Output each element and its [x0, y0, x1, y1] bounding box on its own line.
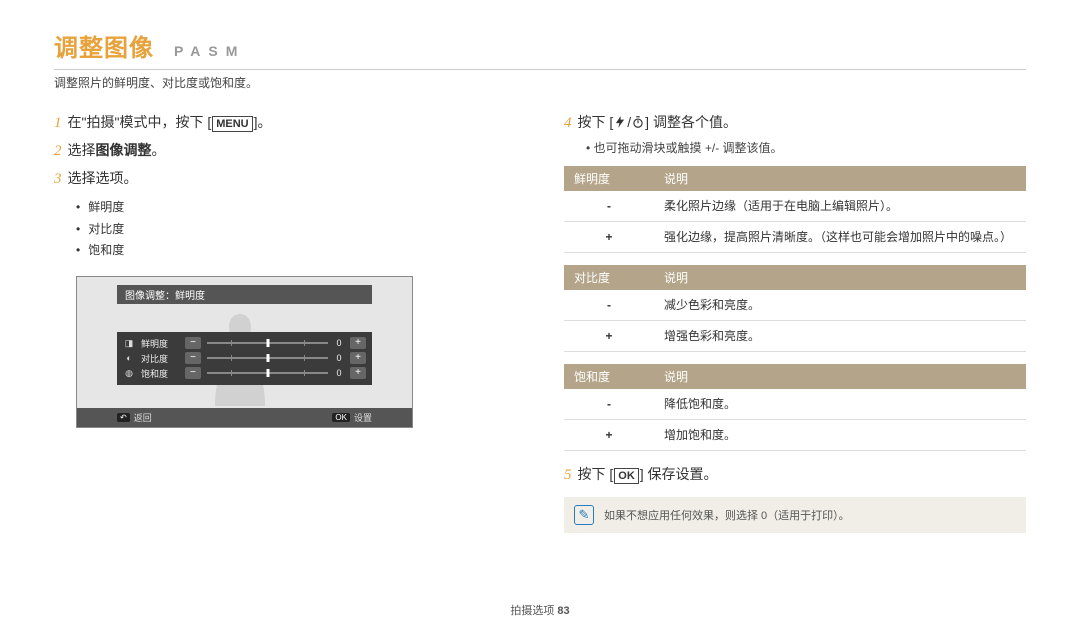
screen-header: 图像调整：鲜明度 [117, 285, 372, 304]
plus-button[interactable]: + [350, 337, 366, 349]
table-contrast: 对比度说明 -减少色彩和亮度。 +增强色彩和亮度。 [564, 265, 1026, 352]
step-4: 4按下 [/] 调整各个值。 [564, 111, 1026, 135]
minus-button[interactable]: − [185, 367, 201, 379]
step-3: 3选择选项。 [54, 167, 516, 191]
saturation-icon: ◍ [123, 368, 135, 379]
note-text: 如果不想应用任何效果，则选择 0（适用于打印）。 [604, 507, 850, 523]
note-icon: ✎ [574, 505, 594, 525]
table-row: -减少色彩和亮度。 [564, 290, 1026, 321]
back-button[interactable]: ↶返回 [117, 411, 152, 424]
table-row: +强化边缘，提高照片清晰度。（这样也可能会增加照片中的噪点。） [564, 222, 1026, 253]
table-row: -柔化照片边缘（适用于在电脑上编辑照片）。 [564, 191, 1026, 222]
page-title: 调整图像 [54, 28, 154, 63]
step-2: 2选择图像调整。 [54, 139, 516, 163]
sharpen-icon: ◨ [123, 338, 135, 349]
page-footer: 拍摄选项 83 [0, 602, 1080, 618]
note-box: ✎ 如果不想应用任何效果，则选择 0（适用于打印）。 [564, 497, 1026, 533]
flash-icon [613, 115, 627, 129]
slider-panel: ◨ 鲜明度 − 0 + ◐ 对比度 − 0 [117, 332, 372, 385]
bullet-item: 鲜明度 [76, 197, 516, 219]
step-1: 1在"拍摄"模式中，按下 [MENU]。 [54, 111, 516, 135]
minus-button[interactable]: − [185, 352, 201, 364]
camera-screen-mock: 图像调整：鲜明度 ◨ 鲜明度 − 0 + [76, 276, 413, 428]
slider-row-sharpness: ◨ 鲜明度 − 0 + [123, 336, 366, 351]
plus-button[interactable]: + [350, 352, 366, 364]
divider [54, 69, 1026, 70]
table-saturation: 饱和度说明 -降低饱和度。 +增加饱和度。 [564, 364, 1026, 451]
bullet-item: 对比度 [76, 219, 516, 241]
slider-row-saturation: ◍ 饱和度 − 0 + [123, 366, 366, 381]
table-row: -降低饱和度。 [564, 389, 1026, 420]
modes-pasm: PASM [174, 43, 245, 59]
table-row: +增强色彩和亮度。 [564, 321, 1026, 352]
step4-sub-bullet: • 也可拖动滑块或触摸 +/- 调整该值。 [586, 139, 1026, 158]
slider-row-contrast: ◐ 对比度 − 0 + [123, 351, 366, 366]
table-sharpness: 鲜明度说明 -柔化照片边缘（适用于在电脑上编辑照片）。 +强化边缘，提高照片清晰… [564, 166, 1026, 253]
plus-button[interactable]: + [350, 367, 366, 379]
ok-button[interactable]: OK设置 [332, 411, 372, 424]
step-5: 5按下 [OK] 保存设置。 [564, 463, 1026, 487]
table-row: +增加饱和度。 [564, 420, 1026, 451]
page-subtitle: 调整照片的鲜明度、对比度或饱和度。 [54, 74, 1026, 91]
bullet-item: 饱和度 [76, 240, 516, 262]
timer-icon [631, 115, 645, 129]
contrast-icon: ◐ [123, 353, 135, 363]
minus-button[interactable]: − [185, 337, 201, 349]
back-icon: ↶ [117, 413, 130, 422]
